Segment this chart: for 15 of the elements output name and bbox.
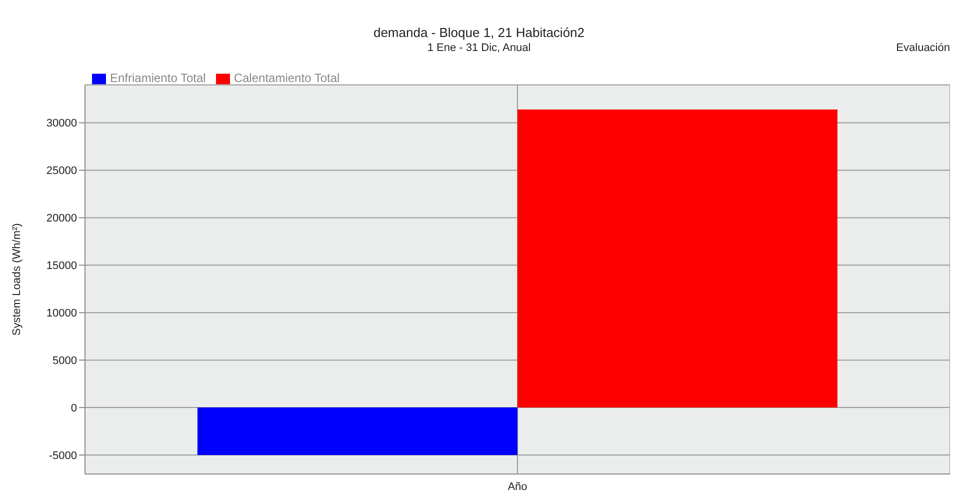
y-axis-title: System Loads (Wh/m²) xyxy=(11,223,23,336)
chart-title: demanda - Bloque 1, 21 Habitación2 xyxy=(372,25,586,40)
y-tick-label: 30000 xyxy=(46,118,77,130)
chart-subtitle: 1 Ene - 31 Dic, Anual xyxy=(427,42,531,54)
legend-label: Calentamiento Total xyxy=(234,71,340,85)
x-tick-label: Año xyxy=(508,480,528,493)
y-tick-label: 10000 xyxy=(46,308,77,320)
y-tick-label: 0 xyxy=(70,402,77,414)
y-tick-label: -5000 xyxy=(48,450,77,462)
y-tick-label: 15000 xyxy=(46,260,77,272)
text: Evaluación xyxy=(896,42,950,54)
legend-label: Enfriamiento Total xyxy=(110,71,206,85)
y-tick-label: 5000 xyxy=(52,355,77,367)
y-tick-label: 25000 xyxy=(46,165,77,178)
y-tick-label: 20000 xyxy=(46,212,77,225)
